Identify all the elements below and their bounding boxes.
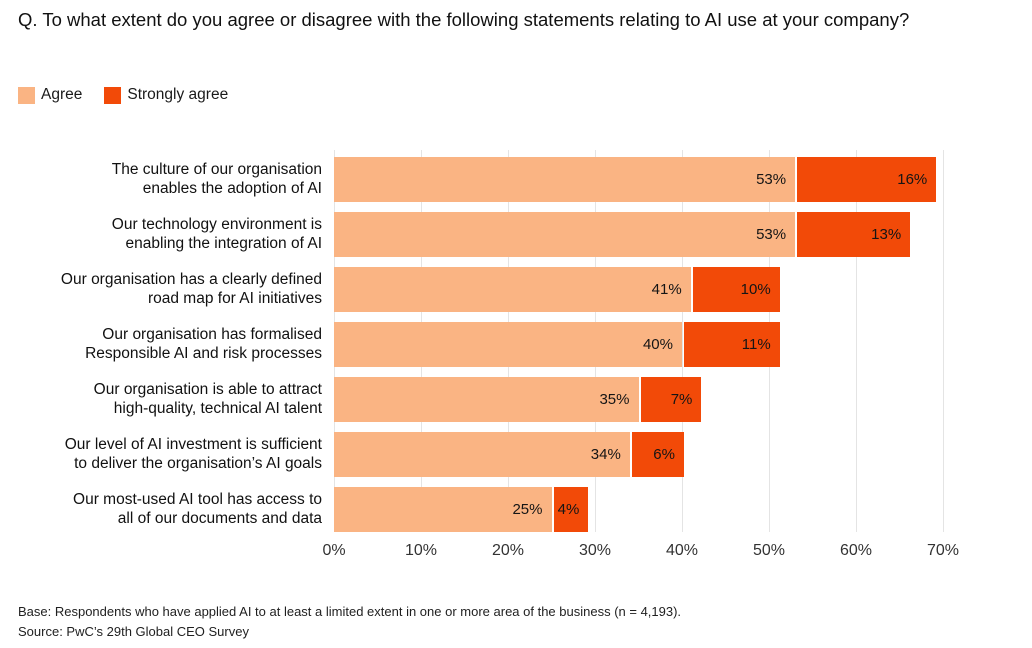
legend-item-strongly-agree: Strongly agree: [104, 86, 228, 104]
chart-row: Our technology environment is enabling t…: [18, 212, 963, 257]
x-tick-label-10%: 10%: [404, 542, 438, 559]
x-tick-label-50%: 50%: [752, 542, 786, 559]
bar-segment-agree: 34%: [334, 432, 630, 477]
bar-value-label: 4%: [557, 501, 580, 518]
bar-value-label: 35%: [599, 391, 630, 408]
bar-value-label: 10%: [740, 281, 771, 298]
source-note: Source: PwC’s 29th Global CEO Survey: [18, 623, 249, 639]
legend-swatch-agree-icon: [18, 86, 35, 104]
bar-segment-strongly-agree: 6%: [631, 432, 684, 477]
category-label: The culture of our organisation enables …: [111, 160, 322, 197]
category-label: Our most-used AI tool has access to all …: [73, 490, 322, 527]
x-tick-label-20%: 20%: [491, 542, 525, 559]
x-tick-label-60%: 60%: [839, 542, 873, 559]
plot-area: The culture of our organisation enables …: [18, 150, 963, 532]
gridline-70%: [943, 150, 944, 532]
bar-segment-strongly-agree: 16%: [797, 157, 937, 202]
legend-swatch-strongly-agree-icon: [104, 86, 122, 104]
bar-value-label: 13%: [871, 226, 902, 243]
bar-segment-agree: 53%: [334, 212, 796, 257]
bar-segment-agree: 40%: [334, 322, 682, 367]
bar-segment-strongly-agree: 4%: [553, 487, 589, 532]
bar-track: 53% 13%: [334, 212, 943, 257]
chart-footer: Base: Respondents who have applied AI to…: [18, 602, 681, 641]
bar-segment-agree: 41%: [334, 267, 691, 312]
bar-segment-strongly-agree: 11%: [684, 322, 780, 367]
chart-row: Our most-used AI tool has access to all …: [18, 487, 963, 532]
x-tick-label-70%: 70%: [926, 542, 960, 559]
gridline-40%: [682, 150, 683, 532]
x-tick-label-0%: 0%: [322, 542, 346, 559]
bar-value-label: 11%: [741, 336, 771, 353]
chart-legend: Agree Strongly agree: [18, 86, 228, 104]
bar-track: 53% 16%: [334, 157, 943, 202]
legend-label-agree: Agree: [41, 86, 83, 103]
chart-row: The culture of our organisation enables …: [18, 157, 963, 202]
chart-row: Our organisation has a clearly defined r…: [18, 267, 963, 312]
bar-value-label: 6%: [653, 446, 675, 463]
bar-segment-strongly-agree: 13%: [797, 212, 911, 257]
chart-question-title: Q. To what extent do you agree or disagr…: [18, 9, 910, 30]
bar-track: 41% 10%: [334, 267, 943, 312]
base-note: Base: Respondents who have applied AI to…: [18, 604, 682, 619]
legend-label-strongly-agree: Strongly agree: [127, 86, 229, 103]
chart-row: Our organisation has formalised Responsi…: [18, 322, 963, 367]
x-tick-label-30%: 30%: [578, 542, 612, 559]
x-tick-label-40%: 40%: [665, 542, 699, 559]
category-label: Our organisation is able to attract high…: [93, 380, 322, 417]
bar-track: 25% 4%: [334, 487, 943, 532]
bar-segment-strongly-agree: 10%: [692, 267, 780, 312]
bar-segment-agree: 53%: [334, 157, 796, 202]
bar-segment-strongly-agree: 7%: [640, 377, 702, 422]
bar-value-label: 16%: [897, 171, 928, 188]
bar-value-label: 41%: [651, 281, 682, 298]
plot-rows: The culture of our organisation enables …: [18, 150, 963, 532]
stacked-bar-chart: The culture of our organisation enables …: [18, 150, 963, 565]
chart-row: Our organisation is able to attract high…: [18, 377, 963, 422]
category-label: Our organisation has formalised Responsi…: [85, 325, 322, 362]
bar-value-label: 25%: [512, 501, 543, 518]
bar-track: 34% 6%: [334, 432, 943, 477]
category-label: Our level of AI investment is sufficient…: [64, 435, 322, 472]
bar-value-label: 7%: [670, 391, 693, 408]
bar-value-label: 53%: [756, 171, 787, 188]
bar-track: 40% 11%: [334, 322, 943, 367]
x-axis: 0% 10% 20% 30% 40% 50% 60% 70%: [322, 539, 959, 565]
chart-row: Our level of AI investment is sufficient…: [18, 432, 963, 477]
bar-value-label: 53%: [756, 226, 787, 243]
bar-track: 35% 7%: [334, 377, 943, 422]
category-label: Our technology environment is enabling t…: [111, 215, 322, 252]
legend-item-agree: Agree: [18, 86, 82, 104]
bar-segment-agree: 35%: [334, 377, 639, 422]
bar-value-label: 40%: [642, 336, 673, 353]
gridline-60%: [856, 150, 857, 532]
category-label: Our organisation has a clearly defined r…: [60, 270, 322, 307]
bar-value-label: 34%: [590, 446, 621, 463]
bar-segment-agree: 25%: [334, 487, 552, 532]
